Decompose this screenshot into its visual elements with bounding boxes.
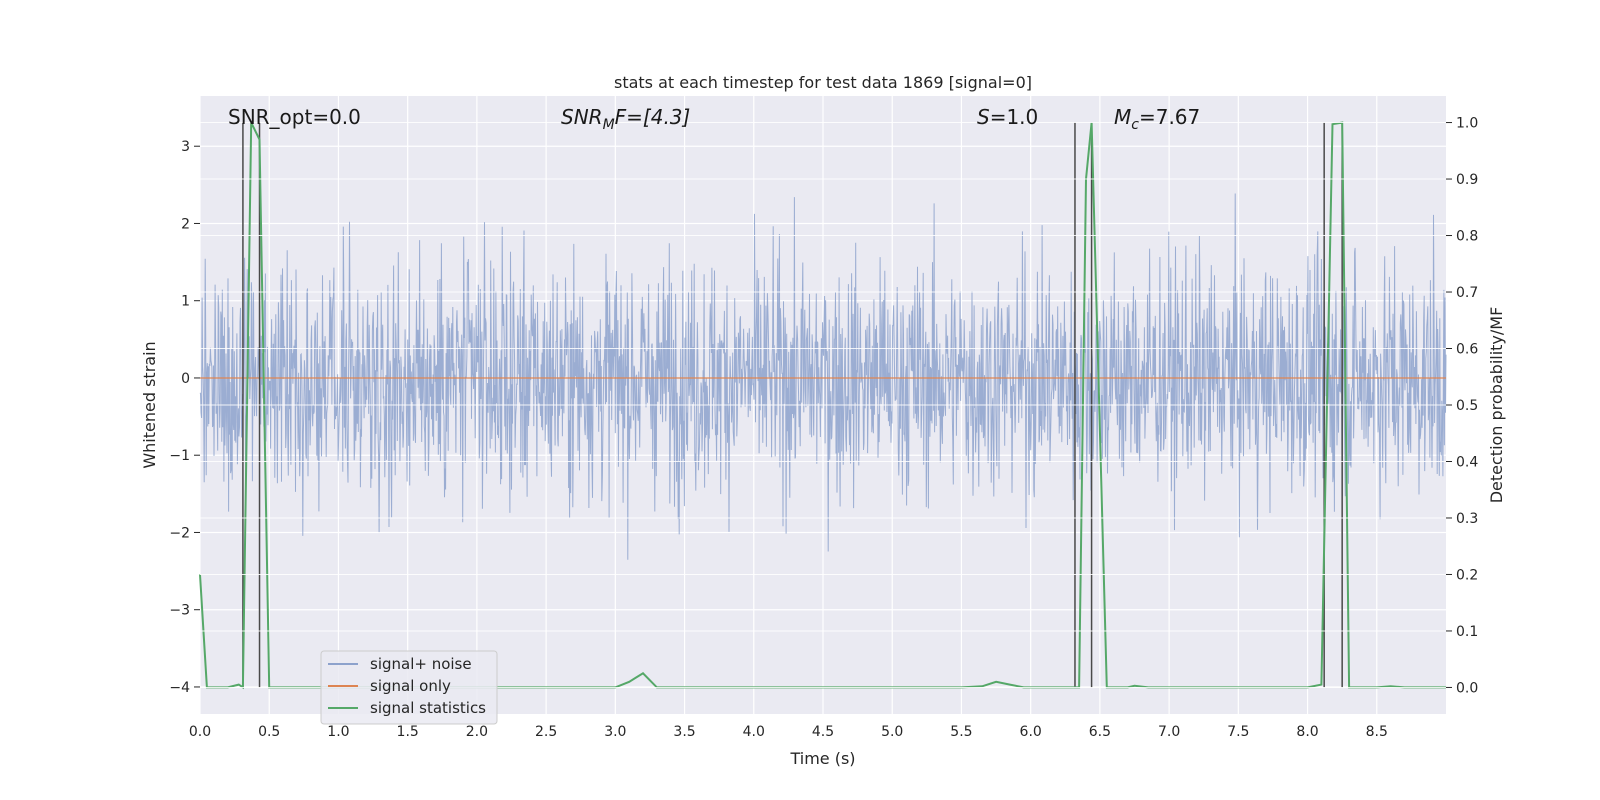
x-tick-label: 5.5 xyxy=(950,724,972,740)
y-left-tick-labels: 3 2 1 0 −1 −2 −3 −4 xyxy=(169,139,200,696)
legend-label-signal-noise: signal+ noise xyxy=(370,655,472,673)
y-left-tick-label: 0 xyxy=(181,371,190,387)
y-left-tick-label: 3 xyxy=(181,139,190,155)
legend-box xyxy=(320,650,498,725)
y-right-tick-label: 0.3 xyxy=(1456,511,1478,527)
x-tick-label: 8.0 xyxy=(1296,724,1318,740)
annotation-snr-mf-rest: F=[4.3] xyxy=(615,105,691,129)
x-tick-label: 7.0 xyxy=(1158,724,1180,740)
grid-y xyxy=(200,145,1446,688)
annotation-s-symbol: S xyxy=(977,105,990,129)
y-axis-left-label: Whitened strain xyxy=(140,341,159,468)
legend: signal+ noise signal only signal statist… xyxy=(320,650,498,725)
x-tick-label: 1.5 xyxy=(397,724,419,740)
annotation-s-rest: =1.0 xyxy=(990,105,1039,129)
chart-title: stats at each timestep for test data 186… xyxy=(614,73,1032,92)
annotation-mc-rest: =7.67 xyxy=(1139,105,1200,129)
x-tick-label: 0.5 xyxy=(258,724,280,740)
y-right-tick-label: 0.6 xyxy=(1456,342,1478,358)
annotation-snr-opt: SNR_opt=0.0 xyxy=(228,105,361,129)
annotation-snr-mf: SNRMF=[4.3] xyxy=(561,105,690,133)
y-left-tick-label: −2 xyxy=(169,525,190,541)
x-tick-labels: 0.0 0.5 1.0 1.5 2.0 2.5 3.0 3.5 4.0 4.5 5.0 5.5 6.0 6… xyxy=(189,724,1388,740)
y-right-tick-label: 0.9 xyxy=(1456,172,1478,188)
y-right-tick-label: 0.0 xyxy=(1456,680,1478,696)
y-left-tick-label: −4 xyxy=(169,680,190,696)
y-right-tick-label: 0.2 xyxy=(1456,567,1478,583)
x-tick-label: 4.0 xyxy=(743,724,765,740)
y-left-tick-label: −1 xyxy=(169,448,190,464)
x-tick-label: 0.0 xyxy=(189,724,211,740)
y-axis-right-label: Detection probability/MF xyxy=(1487,307,1506,504)
x-tick-label: 6.0 xyxy=(1020,724,1042,740)
grid-y-right xyxy=(200,122,1446,688)
y-right-tick-label: 0.7 xyxy=(1456,285,1478,301)
x-tick-label: 4.5 xyxy=(812,724,834,740)
y-right-tick-label: 1.0 xyxy=(1456,116,1478,132)
y-left-tick-label: 2 xyxy=(181,216,190,232)
legend-label-signal-statistics: signal statistics xyxy=(370,699,486,717)
x-tick-label: 8.5 xyxy=(1366,724,1388,740)
x-tick-label: 2.5 xyxy=(535,724,557,740)
x-tick-label: 2.0 xyxy=(466,724,488,740)
x-tick-label: 6.5 xyxy=(1089,724,1111,740)
y-right-tick-labels: 1.0 0.9 0.8 0.7 0.6 0.5 0.4 0.3 0.2 0.1 0.0 xyxy=(1446,116,1478,696)
x-tick-label: 1.0 xyxy=(327,724,349,740)
x-tick-label: 5.0 xyxy=(881,724,903,740)
x-tick-label: 7.5 xyxy=(1227,724,1249,740)
annotation-snr-mf-sub: M xyxy=(603,117,615,133)
annotation-mc-symbol: M xyxy=(1114,105,1131,129)
x-tick-label: 3.5 xyxy=(673,724,695,740)
signal-noise-series xyxy=(199,193,1447,560)
y-right-tick-label: 0.4 xyxy=(1456,454,1478,470)
x-axis-label: Time (s) xyxy=(789,749,855,768)
y-right-tick-label: 0.8 xyxy=(1456,229,1478,245)
x-tick-label: 3.0 xyxy=(604,724,626,740)
signal-noise-path xyxy=(199,193,1447,560)
annotation-mc-sub: c xyxy=(1131,117,1139,133)
y-left-tick-label: 1 xyxy=(181,294,190,310)
y-left-tick-label: −3 xyxy=(169,603,190,619)
y-right-tick-label: 0.5 xyxy=(1456,398,1478,414)
annotation-mc: Mc=7.67 xyxy=(1114,105,1200,133)
annotation-s: S=1.0 xyxy=(977,105,1038,129)
legend-label-signal-only: signal only xyxy=(370,677,451,695)
annotation-snr-mf-symbol: SNR xyxy=(561,105,603,129)
y-right-tick-label: 0.1 xyxy=(1456,624,1478,640)
